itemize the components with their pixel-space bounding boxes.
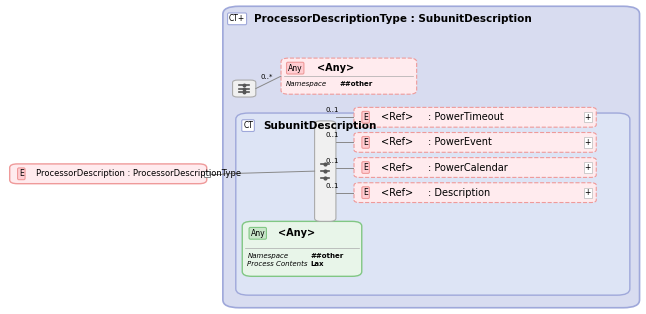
Text: 0..1: 0..1 — [326, 107, 339, 113]
Text: : PowerTimeout: : PowerTimeout — [428, 112, 504, 122]
Text: : PowerEvent: : PowerEvent — [428, 138, 492, 147]
Text: Any: Any — [251, 229, 265, 238]
Text: <Any>: <Any> — [278, 228, 315, 238]
Text: : PowerCalendar: : PowerCalendar — [428, 163, 508, 172]
FancyBboxPatch shape — [315, 121, 336, 221]
Text: E: E — [363, 163, 368, 172]
FancyBboxPatch shape — [242, 221, 362, 276]
Text: Any: Any — [288, 64, 302, 73]
Text: SubunitDescription: SubunitDescription — [263, 121, 377, 131]
FancyBboxPatch shape — [223, 6, 640, 308]
Text: E: E — [363, 188, 368, 197]
Text: +: + — [585, 138, 591, 147]
FancyBboxPatch shape — [10, 164, 207, 184]
Text: Lax: Lax — [310, 261, 324, 267]
Text: CT: CT — [243, 121, 253, 130]
FancyBboxPatch shape — [354, 183, 596, 203]
Text: : Description: : Description — [428, 188, 490, 198]
Text: <Ref>: <Ref> — [381, 112, 413, 122]
FancyBboxPatch shape — [281, 58, 417, 94]
Text: <Ref>: <Ref> — [381, 188, 413, 198]
Text: ##other: ##other — [310, 253, 343, 259]
FancyBboxPatch shape — [354, 158, 596, 177]
Text: 0..1: 0..1 — [326, 183, 339, 189]
Text: <Ref>: <Ref> — [381, 138, 413, 147]
FancyBboxPatch shape — [354, 107, 596, 127]
Text: +: + — [585, 163, 591, 172]
Text: Namespace: Namespace — [286, 81, 328, 87]
Text: ProcessorDescription : ProcessorDescriptionType: ProcessorDescription : ProcessorDescript… — [36, 169, 241, 178]
Text: +: + — [585, 113, 591, 122]
Text: Process Contents: Process Contents — [247, 261, 308, 267]
Text: 0..1: 0..1 — [326, 133, 339, 138]
Text: <Any>: <Any> — [317, 63, 353, 73]
Text: 0..*: 0..* — [260, 74, 273, 80]
Text: ##other: ##other — [339, 81, 372, 87]
Text: E: E — [19, 169, 24, 178]
Text: E: E — [363, 113, 368, 122]
FancyBboxPatch shape — [354, 133, 596, 152]
FancyBboxPatch shape — [233, 80, 256, 97]
Text: ProcessorDescriptionType : SubunitDescription: ProcessorDescriptionType : SubunitDescri… — [254, 14, 532, 24]
Text: E: E — [363, 138, 368, 147]
Text: Namespace: Namespace — [247, 253, 289, 259]
Text: CT+: CT+ — [229, 14, 245, 23]
FancyBboxPatch shape — [236, 113, 630, 295]
Text: 0..1: 0..1 — [326, 158, 339, 164]
Text: +: + — [585, 188, 591, 197]
Text: <Ref>: <Ref> — [381, 163, 413, 172]
